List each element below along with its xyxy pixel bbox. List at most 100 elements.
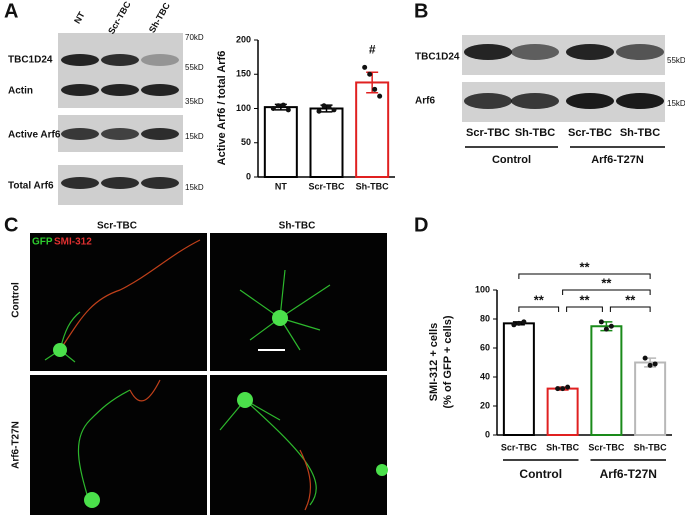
annotation: ** bbox=[534, 292, 545, 307]
data-point bbox=[362, 64, 368, 70]
data-point bbox=[642, 355, 648, 361]
bar bbox=[355, 81, 390, 178]
blot-band bbox=[61, 177, 99, 189]
bar bbox=[502, 322, 535, 437]
stain-label: SMI-312 bbox=[54, 237, 92, 248]
y-tick-label: 150 bbox=[236, 69, 251, 79]
panel-label: A bbox=[4, 0, 18, 22]
neurite bbox=[129, 379, 161, 402]
row-label: Arf6-T27N bbox=[11, 421, 22, 469]
marker-label: 55kD bbox=[667, 56, 685, 65]
marker-label: 70kD bbox=[185, 33, 204, 42]
blot-band bbox=[61, 54, 99, 66]
blot-band bbox=[511, 93, 559, 109]
lane-label: Scr-TBC bbox=[568, 127, 612, 139]
y-tick-label: 40 bbox=[480, 371, 490, 381]
data-point bbox=[285, 107, 291, 113]
data-point bbox=[321, 103, 327, 109]
data-point bbox=[521, 319, 527, 325]
cell-body bbox=[53, 343, 67, 357]
blot-band bbox=[101, 54, 139, 66]
data-point bbox=[555, 386, 561, 392]
marker-label: 35kD bbox=[185, 97, 204, 106]
row-label: Active Arf6 bbox=[8, 130, 61, 141]
blot-band bbox=[101, 177, 139, 189]
significance-bracket bbox=[518, 273, 651, 279]
data-point bbox=[280, 102, 286, 108]
lane-label: NT bbox=[72, 10, 87, 26]
annotation: ** bbox=[579, 259, 590, 274]
x-tick-label: NT bbox=[275, 181, 287, 191]
cell-body bbox=[237, 392, 253, 408]
data-point bbox=[275, 103, 281, 109]
panel-label: C bbox=[4, 214, 18, 236]
x-tick-label: Scr-TBC bbox=[308, 181, 345, 191]
panel-label: B bbox=[414, 0, 428, 22]
cell-body bbox=[272, 310, 288, 326]
bar bbox=[546, 387, 579, 437]
y-tick-label: 60 bbox=[480, 342, 490, 352]
y-tick-label: 100 bbox=[236, 103, 251, 113]
cell-body bbox=[84, 492, 100, 508]
blot-band bbox=[141, 177, 179, 189]
data-point bbox=[326, 104, 332, 110]
blot-band bbox=[464, 93, 512, 109]
lane-label: Sh-TBC bbox=[620, 127, 660, 139]
y-axis-label: (% of GFP + cells) bbox=[442, 315, 454, 408]
significance-bracket bbox=[518, 306, 560, 312]
bar bbox=[634, 361, 667, 436]
group-label: Arf6-T27N bbox=[600, 467, 657, 481]
data-point bbox=[511, 322, 517, 328]
neurite bbox=[77, 389, 131, 506]
data-point bbox=[377, 93, 383, 99]
marker-label: 15kD bbox=[185, 132, 204, 141]
data-point bbox=[270, 106, 276, 111]
blot-strip bbox=[58, 33, 183, 108]
data-point bbox=[603, 326, 609, 332]
row-label: Total Arf6 bbox=[8, 181, 54, 192]
y-axis-label: Active Arf6 / total Arf6 bbox=[216, 51, 228, 166]
lane-label: Sh-TBC bbox=[515, 127, 555, 139]
x-tick-label: Scr-TBC bbox=[501, 442, 538, 452]
significance-bracket bbox=[609, 306, 651, 312]
blot-band bbox=[511, 44, 559, 60]
neurite bbox=[59, 239, 201, 351]
blot-band bbox=[616, 93, 664, 109]
blot-band bbox=[61, 84, 99, 96]
data-point bbox=[331, 107, 337, 113]
neurite bbox=[239, 269, 331, 351]
blot-band bbox=[566, 44, 614, 60]
micrograph bbox=[210, 233, 387, 371]
blot-band bbox=[61, 128, 99, 140]
blot-band bbox=[101, 84, 139, 96]
y-tick-label: 200 bbox=[236, 34, 251, 44]
data-point bbox=[608, 323, 614, 329]
annotation: ** bbox=[579, 292, 590, 307]
y-tick-label: 80 bbox=[480, 313, 490, 323]
marker-label: 15kD bbox=[667, 99, 685, 108]
row-label: TBC1D24 bbox=[8, 55, 53, 66]
group-label: Control bbox=[519, 467, 562, 481]
significance-bracket bbox=[566, 306, 603, 312]
stain-label: GFP bbox=[32, 237, 53, 248]
lane-label: Sh-TBC bbox=[147, 0, 172, 34]
blot-band bbox=[141, 54, 179, 66]
blot-band bbox=[566, 93, 614, 109]
lane-label: Scr-TBC bbox=[106, 0, 133, 36]
bar bbox=[590, 325, 623, 436]
marker-label: 15kD bbox=[185, 183, 204, 192]
data-point bbox=[316, 108, 322, 114]
x-tick-label: Sh-TBC bbox=[356, 181, 389, 191]
blot-band bbox=[141, 128, 179, 140]
data-point bbox=[372, 86, 378, 92]
cell-body bbox=[376, 464, 388, 476]
data-point bbox=[598, 319, 604, 325]
row-label: Arf6 bbox=[415, 96, 435, 107]
significance-bracket bbox=[562, 289, 651, 295]
blot-band bbox=[616, 44, 664, 60]
row-label: Control bbox=[11, 282, 22, 318]
group-label: Arf6-T27N bbox=[591, 154, 644, 166]
bar bbox=[309, 107, 344, 178]
micrograph bbox=[210, 375, 387, 515]
